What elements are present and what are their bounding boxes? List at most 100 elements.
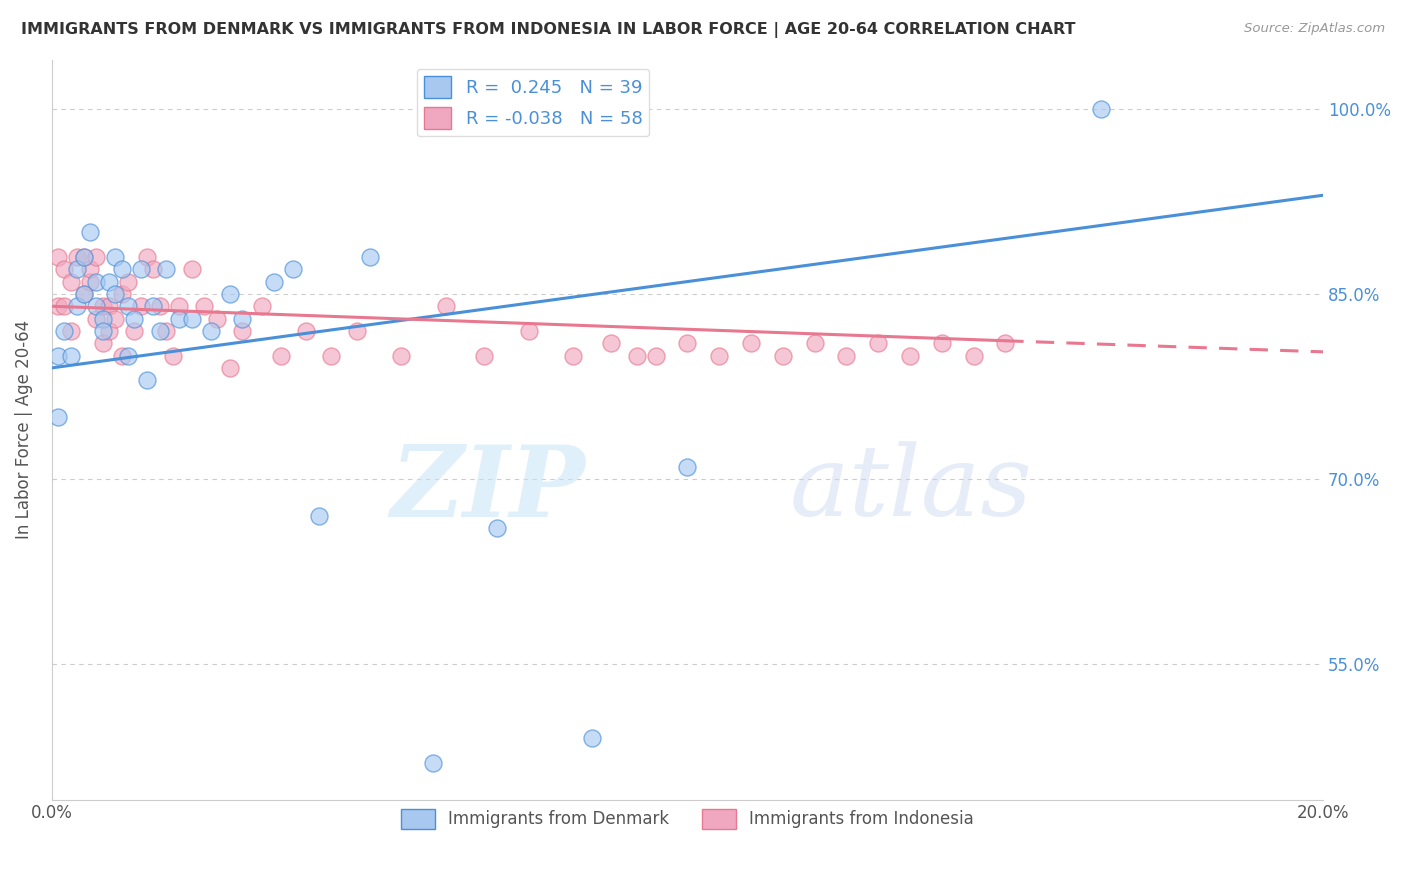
Y-axis label: In Labor Force | Age 20-64: In Labor Force | Age 20-64 xyxy=(15,320,32,539)
Legend: Immigrants from Denmark, Immigrants from Indonesia: Immigrants from Denmark, Immigrants from… xyxy=(395,802,980,836)
Point xyxy=(72,286,94,301)
Point xyxy=(72,250,94,264)
Point xyxy=(676,459,699,474)
Point xyxy=(79,225,101,239)
Point xyxy=(389,349,412,363)
Point xyxy=(250,299,273,313)
Point xyxy=(111,262,134,277)
Point xyxy=(472,349,495,363)
Point xyxy=(149,324,172,338)
Point xyxy=(1090,102,1112,116)
Point xyxy=(84,299,107,313)
Point xyxy=(46,250,69,264)
Point xyxy=(803,336,825,351)
Point xyxy=(180,262,202,277)
Point xyxy=(205,311,228,326)
Point xyxy=(136,250,159,264)
Point xyxy=(962,349,984,363)
Point xyxy=(562,349,585,363)
Point xyxy=(868,336,890,351)
Point xyxy=(53,324,76,338)
Point xyxy=(72,250,94,264)
Point xyxy=(200,324,222,338)
Point xyxy=(91,336,114,351)
Point xyxy=(218,360,240,375)
Point xyxy=(270,349,292,363)
Point xyxy=(485,521,508,535)
Point xyxy=(422,756,444,770)
Point xyxy=(155,262,177,277)
Point xyxy=(97,324,120,338)
Point xyxy=(835,349,858,363)
Point xyxy=(84,250,107,264)
Point xyxy=(59,349,82,363)
Point xyxy=(104,250,127,264)
Point xyxy=(626,349,648,363)
Point xyxy=(359,250,381,264)
Point xyxy=(162,349,184,363)
Point xyxy=(308,508,330,523)
Point xyxy=(53,299,76,313)
Point xyxy=(155,324,177,338)
Point xyxy=(46,349,69,363)
Point xyxy=(84,275,107,289)
Point xyxy=(66,262,89,277)
Text: Source: ZipAtlas.com: Source: ZipAtlas.com xyxy=(1244,22,1385,36)
Point xyxy=(772,349,794,363)
Point xyxy=(84,311,107,326)
Point xyxy=(600,336,623,351)
Point xyxy=(66,299,89,313)
Point xyxy=(59,275,82,289)
Point xyxy=(117,349,139,363)
Text: ZIP: ZIP xyxy=(391,441,586,537)
Point xyxy=(66,250,89,264)
Point xyxy=(124,324,146,338)
Point xyxy=(898,349,921,363)
Point xyxy=(994,336,1017,351)
Point xyxy=(46,299,69,313)
Text: IMMIGRANTS FROM DENMARK VS IMMIGRANTS FROM INDONESIA IN LABOR FORCE | AGE 20-64 : IMMIGRANTS FROM DENMARK VS IMMIGRANTS FR… xyxy=(21,22,1076,38)
Point xyxy=(117,275,139,289)
Point xyxy=(129,262,152,277)
Point xyxy=(79,262,101,277)
Point xyxy=(295,324,318,338)
Point xyxy=(59,324,82,338)
Point xyxy=(740,336,762,351)
Point xyxy=(111,286,134,301)
Point xyxy=(931,336,953,351)
Point xyxy=(142,299,165,313)
Point xyxy=(231,324,253,338)
Point xyxy=(91,324,114,338)
Point xyxy=(283,262,305,277)
Point xyxy=(231,311,253,326)
Point xyxy=(517,324,540,338)
Point xyxy=(676,336,699,351)
Point xyxy=(79,275,101,289)
Point xyxy=(136,373,159,387)
Point xyxy=(167,311,190,326)
Point xyxy=(142,262,165,277)
Point xyxy=(53,262,76,277)
Point xyxy=(111,349,134,363)
Point xyxy=(263,275,285,289)
Point xyxy=(97,275,120,289)
Point xyxy=(97,299,120,313)
Text: atlas: atlas xyxy=(789,442,1032,536)
Point xyxy=(46,410,69,425)
Point xyxy=(434,299,457,313)
Point xyxy=(581,731,603,745)
Point xyxy=(72,286,94,301)
Point xyxy=(117,299,139,313)
Point xyxy=(346,324,368,338)
Point xyxy=(321,349,343,363)
Point xyxy=(104,286,127,301)
Point xyxy=(124,311,146,326)
Point xyxy=(91,299,114,313)
Point xyxy=(644,349,666,363)
Point xyxy=(149,299,172,313)
Point xyxy=(167,299,190,313)
Point xyxy=(193,299,215,313)
Point xyxy=(91,311,114,326)
Point xyxy=(129,299,152,313)
Point xyxy=(218,286,240,301)
